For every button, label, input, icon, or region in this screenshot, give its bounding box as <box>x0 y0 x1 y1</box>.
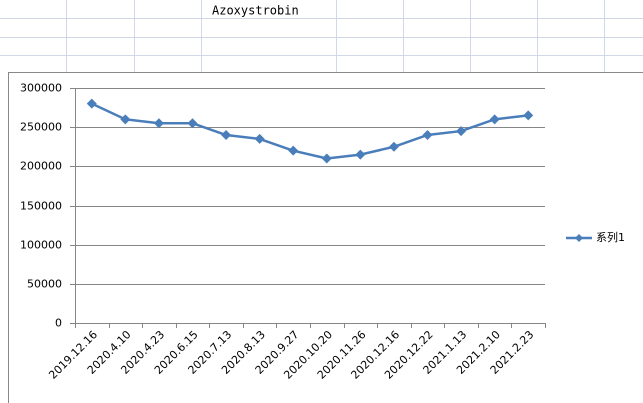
marker <box>321 153 332 164</box>
legend-marker <box>575 234 583 242</box>
marker <box>523 110 534 121</box>
marker <box>388 141 399 152</box>
y-tick-label: 50000 <box>27 278 62 291</box>
sheet-title: Azoxystrobin <box>212 4 299 18</box>
marker <box>254 133 265 144</box>
series-line <box>91 102 529 160</box>
marker <box>187 118 198 129</box>
y-tick-label: 0 <box>55 317 62 330</box>
y-tick-label: 200000 <box>20 160 62 173</box>
legend-label: 系列1 <box>596 230 625 244</box>
marker <box>422 130 433 140</box>
y-tick-label: 100000 <box>20 239 62 252</box>
y-tick-label: 150000 <box>20 200 62 213</box>
y-tick-label: 300000 <box>20 82 62 95</box>
marker <box>456 126 467 137</box>
marker <box>355 149 366 160</box>
marker <box>288 145 299 156</box>
y-tick-label: 250000 <box>20 121 62 134</box>
marker <box>153 118 164 129</box>
sheet-grid <box>0 0 643 72</box>
marker <box>120 114 131 125</box>
marker <box>221 130 232 140</box>
marker <box>489 114 500 125</box>
marker <box>86 98 97 109</box>
